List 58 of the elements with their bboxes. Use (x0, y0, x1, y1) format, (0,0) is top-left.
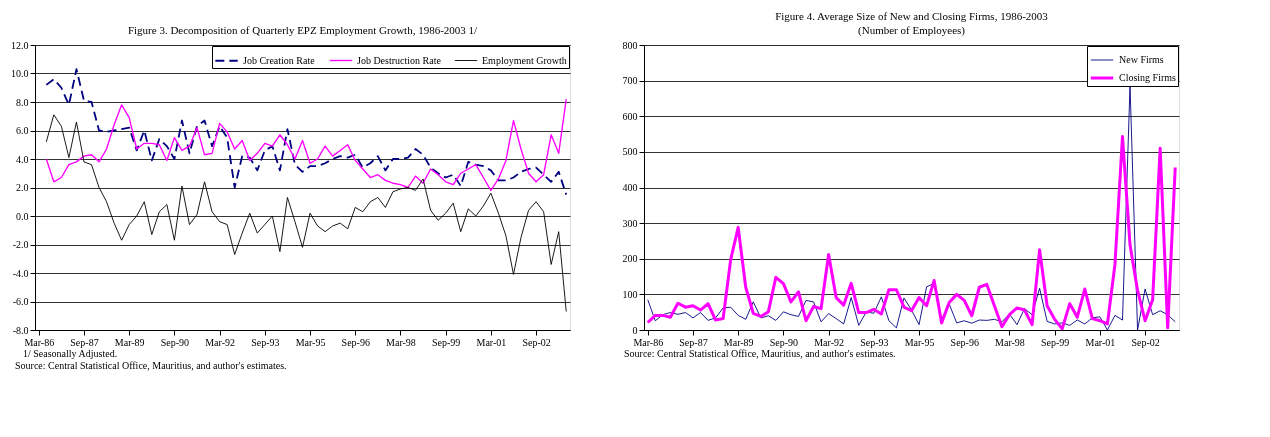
legend-label: Job Destruction Rate (357, 54, 442, 66)
x-tick-label: Mar-98 (386, 336, 416, 348)
x-tick-label: Sep-87 (679, 336, 708, 348)
line-series (45, 68, 568, 196)
x-tick-label: Mar-98 (995, 336, 1025, 348)
y-tick-label: 6.0 (16, 125, 29, 136)
x-tick-label: Sep-99 (432, 336, 461, 348)
x-tick-label: Sep-87 (70, 336, 99, 348)
chart-title: Figure 3. Decomposition of Quarterly EPZ Employment Growth, 1986-2003 1/ (127, 24, 479, 36)
y-tick-label: 400 (622, 182, 638, 193)
y-tick-label: 300 (622, 217, 638, 229)
y-tick-label: -8.0 (12, 324, 29, 336)
y-tick-label: 12.0 (11, 39, 29, 51)
y-tick-label: 8.0 (16, 96, 29, 108)
y-tick-label: 100 (622, 288, 638, 300)
x-tick-label: Sep-93 (251, 336, 280, 348)
chart-subtitle: (Number of Employees) (858, 24, 966, 37)
x-tick-label: Mar-01 (1085, 336, 1116, 348)
x-tick-label: Mar-86 (633, 336, 664, 348)
y-tick-label: -6.0 (12, 296, 29, 307)
y-tick-label: 200 (622, 253, 638, 265)
x-tick-label: Sep-90 (769, 336, 799, 348)
line-series (647, 85, 1176, 330)
y-tick-label: 10.0 (11, 68, 29, 79)
y-tick-label: -4.0 (12, 267, 29, 279)
x-tick-label: Mar-92 (205, 336, 236, 348)
legend-label: Closing Firms (1119, 72, 1177, 83)
y-tick-label: 4.0 (16, 153, 29, 165)
source-note: Source: Central Statistical Office, Mauritius, and author's estimates. (15, 360, 287, 371)
legend-label: New Firms (1119, 54, 1164, 65)
x-tick-label: Sep-99 (1041, 336, 1070, 348)
x-tick-label: Sep-96 (341, 336, 370, 348)
legend-label: Employment Growth (482, 54, 567, 66)
x-tick-label: Mar-86 (24, 336, 55, 348)
source-note: Source: Central Statistical Office, Mauritius, and author's estimates. (624, 348, 896, 359)
x-tick-label: Mar-01 (476, 336, 507, 348)
x-tick-label: Sep-02 (1131, 336, 1160, 348)
x-tick-label: Mar-89 (723, 336, 754, 348)
x-tick-label: Mar-95 (295, 336, 326, 348)
text: 1/ Seasonally Adjusted. (23, 348, 118, 359)
x-tick-label: Mar-89 (114, 336, 145, 348)
y-tick-label: 0.0 (16, 210, 29, 222)
x-tick-label: Mar-95 (904, 336, 935, 348)
y-tick-label: 600 (622, 110, 638, 122)
x-tick-label: Sep-02 (522, 336, 551, 348)
x-tick-label: Sep-90 (160, 336, 190, 348)
x-tick-label: Mar-92 (814, 336, 845, 348)
y-tick-label: 500 (622, 146, 638, 158)
y-tick-label: 700 (622, 75, 638, 87)
line-series (45, 98, 567, 192)
y-tick-label: -2.0 (12, 239, 29, 250)
x-tick-label: Sep-96 (950, 336, 979, 348)
chart-title: Figure 4. Average Size of New and Closing Firms, 1986-2003 (775, 10, 1049, 22)
y-tick-label: 800 (622, 39, 638, 51)
y-tick-label: 0 (632, 324, 638, 336)
y-tick-label: 2.0 (16, 182, 29, 193)
legend-label: Job Creation Rate (243, 54, 316, 66)
x-tick-label: Sep-93 (860, 336, 889, 348)
